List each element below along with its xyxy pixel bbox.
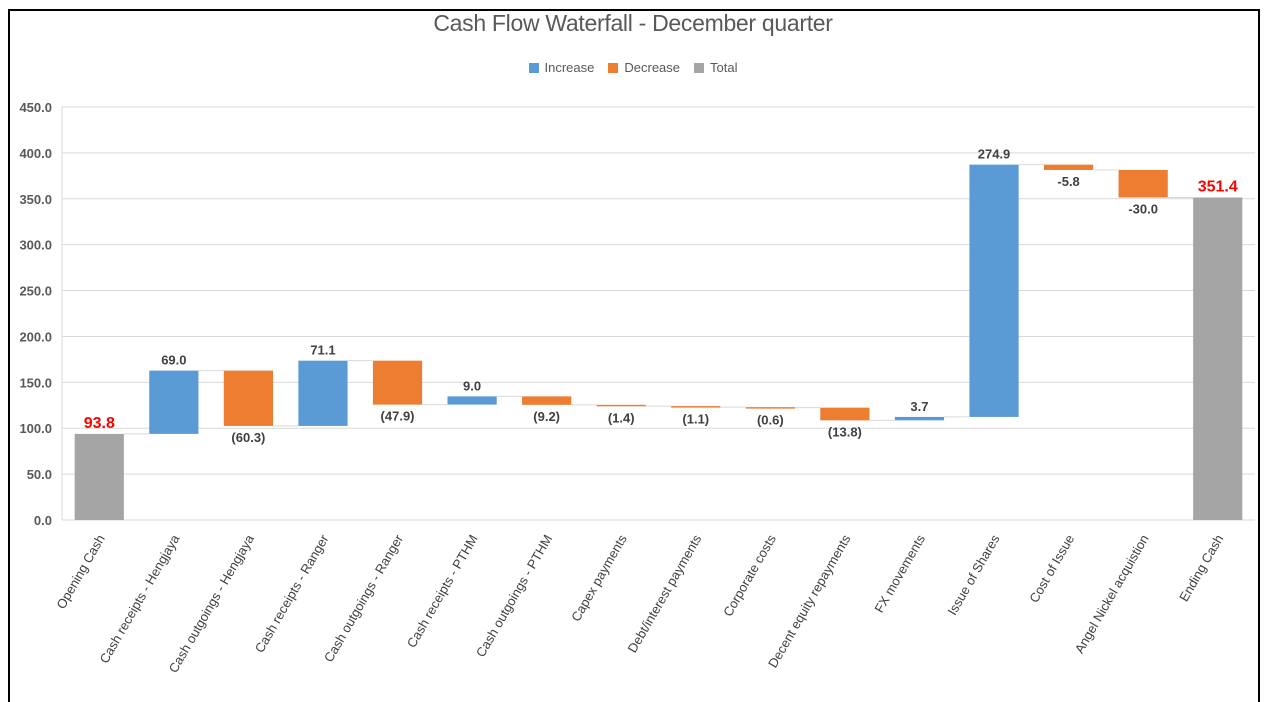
data-label: (0.6) [757, 413, 784, 428]
x-tick-label: Angel Nickel acquistion [1072, 532, 1152, 656]
data-label: 274.9 [978, 147, 1011, 162]
bar-decrease [671, 406, 721, 408]
data-label: 71.1 [310, 343, 335, 358]
x-tick-label: FX movements [871, 532, 928, 616]
bar-decrease [372, 360, 423, 405]
x-tick-label: Decent equity repayments [765, 532, 854, 671]
legend-label-increase: Increase [544, 60, 595, 75]
y-tick-label: 400.0 [19, 146, 52, 161]
bar-decrease [223, 370, 274, 426]
bar-decrease [596, 404, 646, 407]
data-label: (1.4) [608, 410, 635, 425]
y-tick-label: 150.0 [19, 375, 52, 390]
data-label: (9.2) [533, 409, 560, 424]
x-tick-label: Cash outgoings - PTHM [473, 532, 555, 660]
x-tick-label: Cash outgoings - Hengjaya [166, 531, 258, 675]
y-tick-label: 350.0 [19, 192, 52, 207]
data-label: 3.7 [910, 399, 928, 414]
y-tick-label: 50.0 [27, 467, 52, 482]
legend-item-decrease: Decrease [608, 60, 680, 75]
data-label: 93.8 [84, 415, 115, 432]
data-label: -5.8 [1057, 174, 1079, 189]
legend-label-decrease: Decrease [624, 60, 681, 75]
bar-decrease [820, 407, 870, 421]
data-label: 9.0 [463, 378, 481, 393]
bar-decrease [745, 407, 795, 409]
bar-increase [447, 396, 497, 405]
y-tick-label: 200.0 [19, 329, 52, 344]
bar-increase [298, 360, 348, 426]
bar-increase [149, 370, 199, 434]
bar-decrease [522, 396, 572, 405]
chart-legend: Increase Decrease Total [0, 60, 1266, 75]
legend-swatch-total [694, 62, 705, 73]
bar-increase [969, 164, 1019, 417]
legend-swatch-decrease [608, 62, 619, 73]
x-tick-label: Debt/interest payments [625, 532, 705, 656]
data-label: (60.3) [231, 430, 265, 445]
data-label: (1.1) [682, 412, 709, 427]
chart-frame [8, 9, 1260, 702]
legend-swatch-increase [528, 62, 539, 73]
bar-increase [894, 416, 945, 421]
bar-total [74, 433, 124, 520]
y-tick-label: 100.0 [19, 421, 52, 436]
y-tick-label: 0.0 [34, 513, 52, 528]
x-tick-label: Capex payments [568, 532, 630, 624]
x-tick-label: Corporate costs [720, 532, 779, 619]
legend-item-total: Total [694, 60, 737, 75]
legend-label-total: Total [710, 60, 738, 75]
data-label: 69.0 [161, 353, 186, 368]
data-label: (13.8) [828, 424, 862, 439]
y-tick-label: 250.0 [19, 284, 52, 299]
chart-title: Cash Flow Waterfall - December quarter [433, 10, 833, 36]
legend-item-increase: Increase [528, 60, 595, 75]
x-tick-label: Cash outgoings - Ranger [321, 531, 407, 664]
y-tick-label: 450.0 [19, 100, 52, 115]
bar-total [1193, 197, 1243, 520]
x-tick-label: Cash receipts - Hengjaya [96, 531, 182, 666]
data-label: -30.0 [1128, 201, 1158, 216]
y-tick-label: 300.0 [19, 238, 52, 253]
bar-decrease [1118, 169, 1168, 198]
bar-decrease [1043, 164, 1094, 170]
x-tick-label: Opening Cash [53, 532, 108, 611]
x-tick-label: Ending Cash [1176, 532, 1226, 604]
x-tick-label: Cash receipts - PTHM [404, 532, 481, 650]
x-tick-label: Issue of Shares [944, 532, 1002, 618]
data-label: 351.4 [1198, 178, 1238, 195]
x-tick-label: Cash receipts - Ranger [252, 531, 332, 655]
x-tick-label: Cost of Issue [1026, 532, 1077, 605]
data-label: (47.9) [381, 409, 415, 424]
